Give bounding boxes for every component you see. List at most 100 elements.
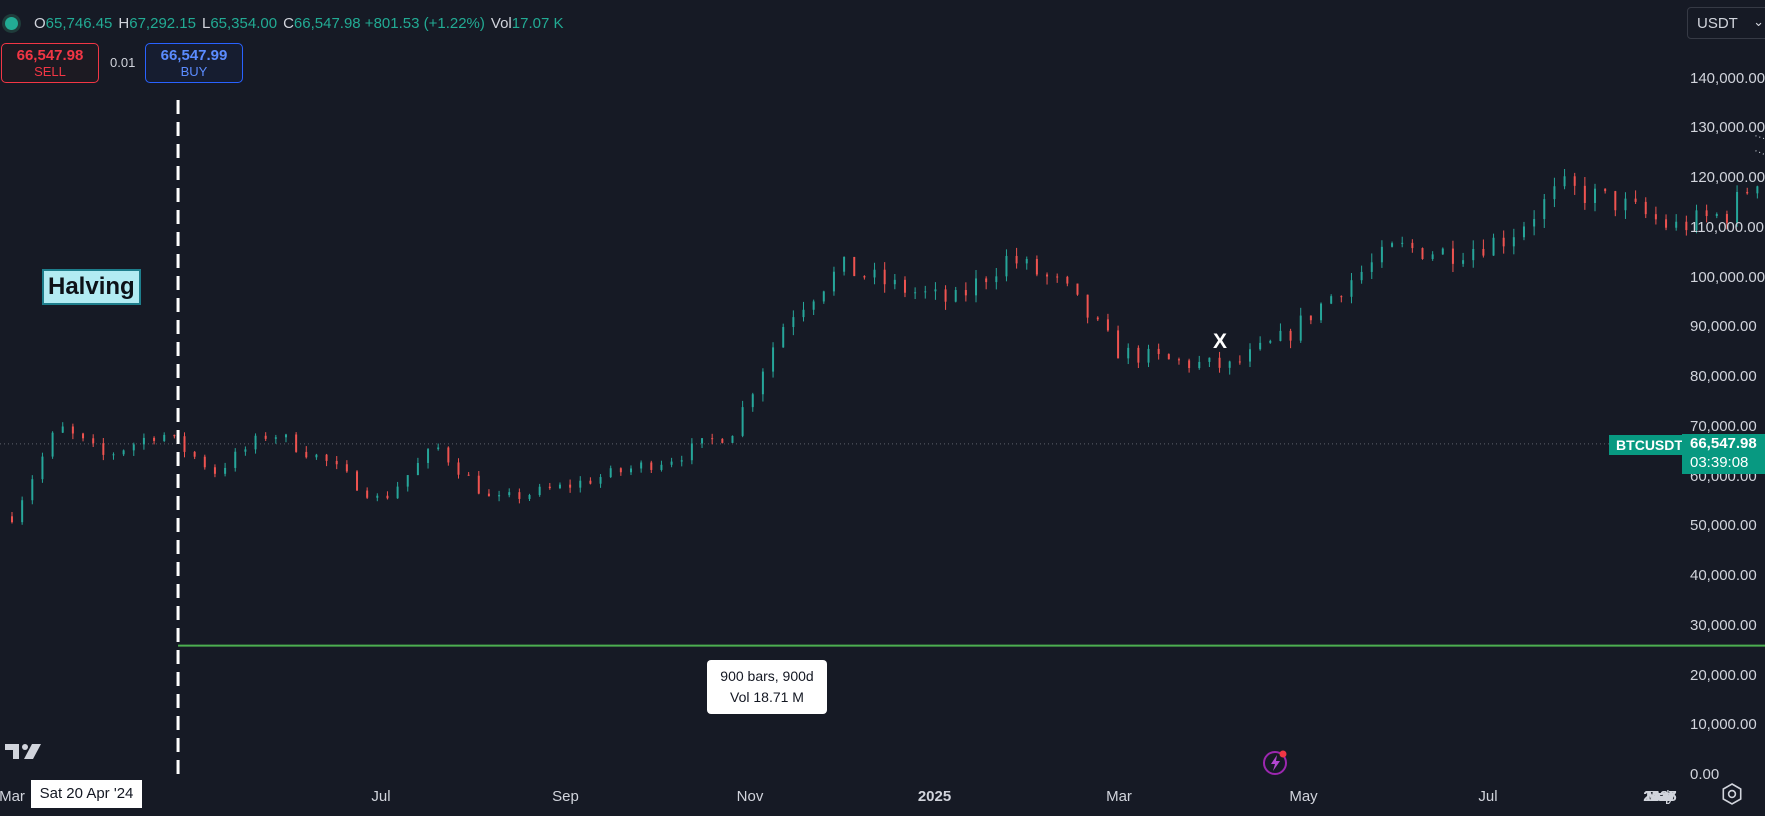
tradingview-logo-icon[interactable]	[5, 741, 45, 761]
candle-body	[832, 271, 835, 292]
x-tick-label: May	[1645, 788, 1675, 805]
candle-body	[761, 371, 764, 395]
candle-body	[1472, 248, 1475, 261]
candle-body	[498, 495, 501, 497]
x-marker[interactable]: X	[1213, 330, 1228, 353]
y-tick-label: 90,000.00	[1690, 318, 1757, 336]
candle-body	[1299, 315, 1302, 341]
candle-body	[579, 480, 582, 488]
y-tick-label: 100,000.00	[1690, 268, 1765, 286]
candle-body	[1330, 296, 1333, 304]
candle-body	[345, 464, 348, 472]
candle-body	[853, 256, 856, 277]
candle-body	[680, 460, 683, 462]
x-tick-label: 2025	[917, 788, 952, 805]
x-tick-label: Sep	[1646, 788, 1674, 805]
candle-body	[487, 493, 490, 497]
candle-body	[1502, 237, 1505, 247]
symbol-badge: BTCUSDT	[1609, 435, 1690, 455]
candle-body	[1259, 342, 1262, 350]
currency-select[interactable]: USDT ⌄	[1687, 7, 1765, 39]
x-tick-label: Jul	[1478, 788, 1498, 805]
buy-button[interactable]: 66,547.99 BUY	[145, 43, 243, 83]
candle-body	[1665, 219, 1668, 228]
candle-body	[1543, 199, 1546, 220]
candle-body	[71, 426, 74, 434]
candle-body	[193, 451, 196, 457]
candle-body	[1208, 357, 1211, 362]
sell-label: SELL	[34, 64, 66, 79]
candle-body	[1522, 226, 1525, 238]
candle-body	[1056, 276, 1059, 278]
y-tick-label: 140,000.00	[1690, 69, 1765, 87]
candle-body	[660, 464, 663, 470]
candle-body	[822, 291, 825, 302]
candle-body	[213, 467, 216, 474]
low-value: 65,354.00	[210, 14, 278, 32]
candle-body	[1106, 319, 1109, 331]
measure-tooltip: 900 bars, 900d Vol 18.71 M	[707, 660, 827, 714]
candle-body	[1086, 294, 1089, 318]
x-tick-label: Jul	[371, 788, 391, 805]
candle-body	[1309, 315, 1312, 321]
candle-body	[1228, 361, 1231, 368]
candle-body	[335, 460, 338, 465]
candle-body	[183, 436, 186, 452]
candle-body	[203, 456, 206, 468]
halving-label[interactable]: Halving	[42, 269, 141, 305]
x-tick-label: 2026	[1643, 788, 1677, 805]
candle-body	[274, 437, 277, 439]
candle-body	[254, 435, 257, 450]
y-tick-label: 0.00	[1690, 766, 1720, 783]
candle-body	[305, 451, 308, 458]
market-status-icon	[5, 16, 18, 30]
candle-body	[650, 462, 653, 470]
candle-body	[163, 434, 166, 441]
close-label: C	[283, 14, 294, 32]
flash-icon[interactable]	[1262, 748, 1290, 776]
y-tick-label: 10,000.00	[1690, 716, 1757, 734]
candle-body	[670, 461, 673, 465]
x-tick-label: Nov	[1646, 788, 1674, 805]
candle-body	[224, 467, 227, 474]
x-tick-label: Mar	[0, 788, 25, 805]
candle-body	[1279, 330, 1282, 341]
quantity-value[interactable]: 0.01	[110, 55, 136, 70]
candle-body	[356, 471, 359, 491]
candle-body	[914, 292, 917, 294]
candle-body	[528, 495, 531, 499]
candle-body	[518, 492, 521, 499]
candle-body	[31, 479, 34, 501]
candle-body	[619, 468, 622, 473]
volume-label: Vol	[490, 14, 512, 32]
candle-body	[701, 438, 704, 444]
candle-body	[1695, 210, 1698, 231]
candle-body	[244, 449, 247, 452]
candle-body	[954, 289, 957, 302]
candle-body	[1289, 330, 1292, 341]
candle-body	[1320, 303, 1323, 321]
open-label: O	[34, 14, 46, 32]
candle-body	[61, 426, 64, 433]
buy-label: BUY	[180, 64, 208, 79]
candle-body	[132, 444, 135, 451]
x-tick-label: May	[1289, 788, 1318, 805]
candle-body	[589, 480, 592, 484]
gear-icon[interactable]	[1721, 783, 1743, 805]
sell-button[interactable]: 66,547.98 SELL	[1, 43, 99, 83]
candle-body	[1025, 259, 1028, 264]
candle-body	[690, 443, 693, 461]
candle-body	[1188, 360, 1191, 369]
candle-body	[173, 434, 176, 437]
candle-body	[376, 495, 379, 498]
candle-body	[1218, 357, 1221, 368]
candle-body	[903, 279, 906, 293]
candle-body	[599, 477, 602, 484]
candle-body	[1167, 354, 1170, 360]
candle-body	[1198, 361, 1201, 369]
candle-body	[975, 278, 978, 296]
x-tick-label: Nov	[1646, 788, 1674, 805]
candle-body	[1015, 255, 1018, 264]
high-value: 67,292.15	[129, 14, 196, 32]
